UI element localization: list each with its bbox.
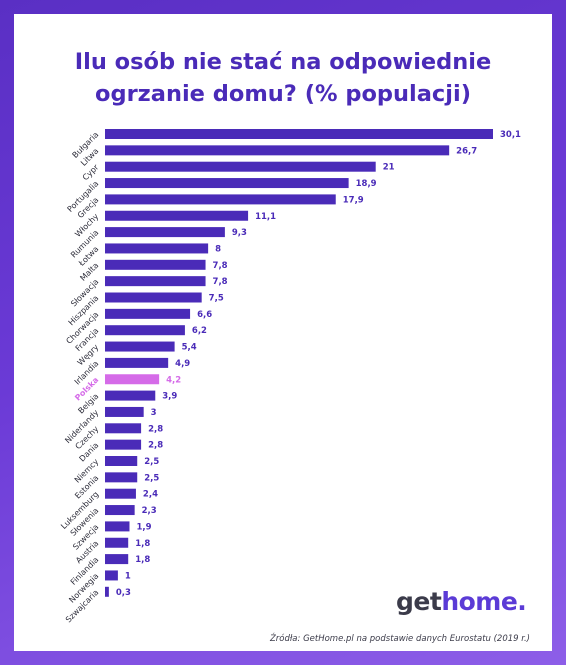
chart-title-line-1: Ilu osób nie stać na odpowiednie xyxy=(74,49,492,75)
value-label-24: 1,9 xyxy=(136,522,151,532)
value-label-22: 2,4 xyxy=(143,490,158,500)
value-label-16: 3,9 xyxy=(162,392,177,402)
value-label-10: 7,5 xyxy=(209,294,224,304)
bar-6 xyxy=(105,227,225,238)
value-label-7: 8 xyxy=(215,244,221,254)
bar-9 xyxy=(105,276,206,287)
value-label-2: 21 xyxy=(383,163,395,173)
value-label-19: 2,8 xyxy=(148,441,163,451)
value-label-25: 1,8 xyxy=(135,539,150,549)
value-label-20: 2,5 xyxy=(144,457,159,467)
bar-3 xyxy=(105,178,349,189)
bar-17 xyxy=(105,406,144,417)
value-label-14: 4,9 xyxy=(175,359,190,369)
bar-15 xyxy=(105,374,160,385)
gethome-logo: gethome. xyxy=(396,587,527,616)
logo-home-text: home. xyxy=(441,587,527,616)
value-label-23: 2,3 xyxy=(142,506,157,516)
bar-16 xyxy=(105,390,156,401)
value-label-3: 18,9 xyxy=(356,179,377,189)
value-label-15: 4,2 xyxy=(166,375,181,385)
bar-5 xyxy=(105,210,249,221)
bar-26 xyxy=(105,554,129,565)
value-label-27: 1 xyxy=(125,571,131,581)
bar-23 xyxy=(105,505,135,516)
value-label-12: 6,2 xyxy=(192,326,207,336)
bar-4 xyxy=(105,194,336,205)
value-label-5: 11,1 xyxy=(255,212,276,222)
value-label-9: 7,8 xyxy=(213,277,228,287)
value-label-8: 7,8 xyxy=(213,261,228,271)
value-label-11: 6,6 xyxy=(197,310,212,320)
value-label-21: 2,5 xyxy=(144,473,159,483)
value-label-4: 17,9 xyxy=(343,195,364,205)
bar-0 xyxy=(105,129,493,139)
bar-10 xyxy=(105,292,202,303)
bar-18 xyxy=(105,423,142,434)
chart-title: Ilu osób nie stać na odpowiednie ogrzani… xyxy=(14,46,552,110)
source-note: Źródła: GetHome.pl na podstawie danych E… xyxy=(269,634,530,644)
value-label-28: 0,3 xyxy=(116,588,131,598)
chart-title-line-2: ogrzanie domu? (% populacji) xyxy=(95,81,471,107)
bar-1 xyxy=(105,145,450,156)
bar-2 xyxy=(105,161,376,172)
value-label-6: 9,3 xyxy=(232,228,247,238)
bar-24 xyxy=(105,521,130,532)
value-label-17: 3 xyxy=(151,408,157,418)
bar-21 xyxy=(105,472,138,483)
bar-27 xyxy=(105,570,118,581)
bar-28 xyxy=(105,586,109,597)
value-label-1: 26,7 xyxy=(456,146,477,156)
value-label-0: 30,1 xyxy=(500,130,521,140)
bar-11 xyxy=(105,308,191,319)
bar-14 xyxy=(105,357,169,368)
bar-22 xyxy=(105,488,136,499)
logo-get-text: get xyxy=(396,587,442,616)
bar-12 xyxy=(105,325,185,336)
value-label-26: 1,8 xyxy=(135,555,150,565)
value-label-18: 2,8 xyxy=(148,424,163,434)
bar-19 xyxy=(105,439,142,450)
bar-13 xyxy=(105,341,175,352)
bar-25 xyxy=(105,537,129,548)
chart-card: Ilu osób nie stać na odpowiednie ogrzani… xyxy=(14,14,552,651)
bar-8 xyxy=(105,259,206,270)
value-label-13: 5,4 xyxy=(182,343,197,353)
bar-7 xyxy=(105,243,209,254)
bar-20 xyxy=(105,456,138,466)
